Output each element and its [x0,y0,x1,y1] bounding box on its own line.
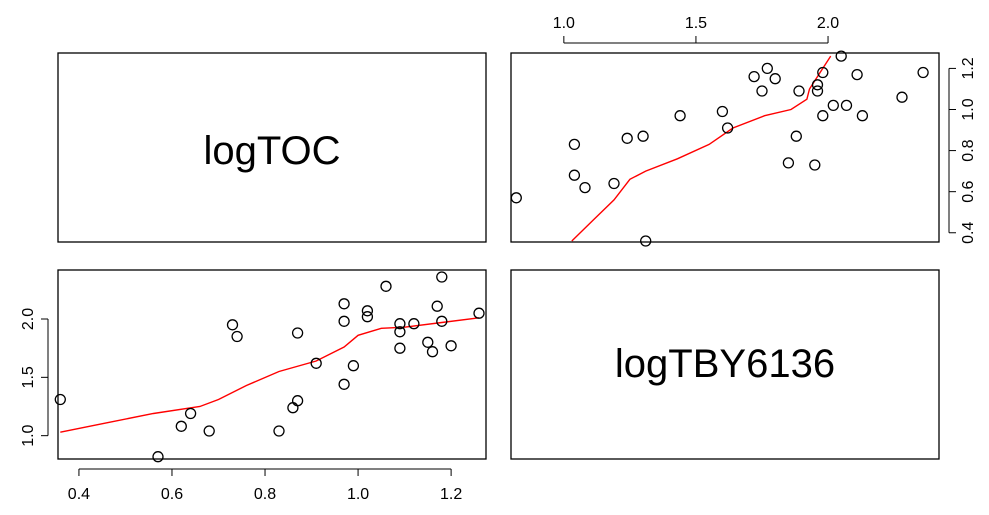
scatter-point-top-right [817,66,829,79]
scatter-point-top-right [827,99,839,112]
scatter-point-bottom-left [436,271,448,283]
scatter-point-top-right [637,130,649,142]
scatter-point-bottom-left [291,395,304,407]
scatter-point-top-right [721,122,734,134]
scatter-point-top-right [835,50,847,62]
scatter-point-bottom-left [445,340,457,352]
scatter-point-top-right [756,85,768,97]
scatter-point-top-right [640,235,652,247]
axes-layer: 0.4 0.6 0.8 1.0 1.2 1.0 1.5 2.0 1.0 1.5 2.0 0.4 0.6 0… [20,15,977,503]
y-tick-label-logtoc: 1.0 [960,98,977,120]
x-tick-label-logtoc: 0.6 [161,486,183,503]
x-tick-label-logtby6136: 1.0 [553,15,575,32]
panel-frame-top-right [510,52,940,243]
x-tick-label-logtby6136: 1.5 [685,15,707,32]
scatter-point-top-right [621,132,633,144]
scatter-point-bottom-left [291,327,304,339]
y-tick-label-logtoc: 0.8 [960,139,977,161]
scatter-point-bottom-left [231,330,243,343]
scatter-point-top-right [809,159,821,171]
panel-frame-bottom-left [57,269,487,460]
scatter-point-bottom-left [338,378,350,390]
scatter-point-top-right [811,85,824,97]
x-tick-label-logtoc: 0.8 [254,486,276,503]
scatter-point-bottom-left [54,393,66,406]
scatter-point-bottom-left [347,360,360,372]
scatter-point-top-right [761,62,773,75]
scatter-point-bottom-left [473,307,485,319]
scatter-point-top-right [568,138,581,151]
scatter-point-top-right [856,110,869,122]
scatter-point-bottom-left [422,336,434,348]
scatter-point-bottom-left [394,326,406,338]
smooth-line-top-right [571,55,832,242]
y-tick-label-logtby6136: 1.0 [20,424,37,446]
y-tick-label-logtby6136: 2.0 [20,308,37,330]
scatter-point-bottom-left [226,319,239,331]
scatter-point-bottom-left [408,318,420,330]
scatter-point-bottom-left [338,315,350,327]
x-tick-label-logtoc: 1.2 [440,486,462,503]
y-tick-label-logtoc: 0.4 [960,222,977,244]
scatter-point-top-right [769,73,781,85]
scatter-point-bottom-left [184,407,197,420]
scatter-point-bottom-left [287,402,299,414]
scatter-point-bottom-left [175,420,187,432]
scatter-point-top-right [510,192,522,204]
scatter-point-top-right [782,157,795,169]
scatter-point-top-right [790,130,802,142]
scatter-point-top-right [579,181,591,194]
scatter-point-bottom-left [152,451,164,463]
smooth-line-bottom-left [60,317,480,433]
x-tick-label-logtby6136: 2.0 [817,15,839,32]
scatter-point-bottom-left [338,298,350,310]
diag-label-logtby6136: logTBY6136 [615,342,835,386]
scatter-point-bottom-left [431,300,443,312]
x-tick-label-logtoc: 0.4 [68,486,90,503]
scatter-point-top-right [896,91,908,103]
scatter-point-bottom-left [380,280,392,292]
scatter-point-bottom-left [394,342,406,354]
scatter-point-top-right [568,169,581,181]
scatter-point-top-right [608,177,620,190]
scatter-point-bottom-left [273,425,285,437]
scatter-point-bottom-left [436,315,448,327]
panel-frame-bottom-right [510,269,940,460]
scatter-point-bottom-left [310,357,322,369]
scatter-point-top-right [716,105,729,118]
x-tick-label-logtoc: 1.0 [347,486,369,503]
scatter-point-bottom-left [203,425,215,437]
scatter-point-top-right [748,70,760,83]
scatter-point-bottom-left [361,305,374,317]
scatter-point-top-right [817,110,829,122]
scatter-point-top-right [811,79,824,91]
y-tick-label-logtby6136: 1.5 [20,366,37,388]
scatter-point-bottom-left [394,318,406,330]
scatter-point-top-right [917,66,929,79]
diag-label-logtoc: logTOC [203,129,340,173]
y-tick-label-logtoc: 0.6 [960,180,977,202]
scatter-point-top-right [851,68,863,81]
scatter-point-top-right [674,110,686,122]
scatter-point-bottom-left [426,346,439,358]
y-tick-label-logtoc: 1.2 [960,57,977,79]
scatter-point-top-right [793,85,805,97]
scatter-point-top-right [840,99,853,112]
panel-frame-top-left [57,52,487,243]
points-layer [54,50,929,463]
scatter-point-bottom-left [361,311,374,323]
